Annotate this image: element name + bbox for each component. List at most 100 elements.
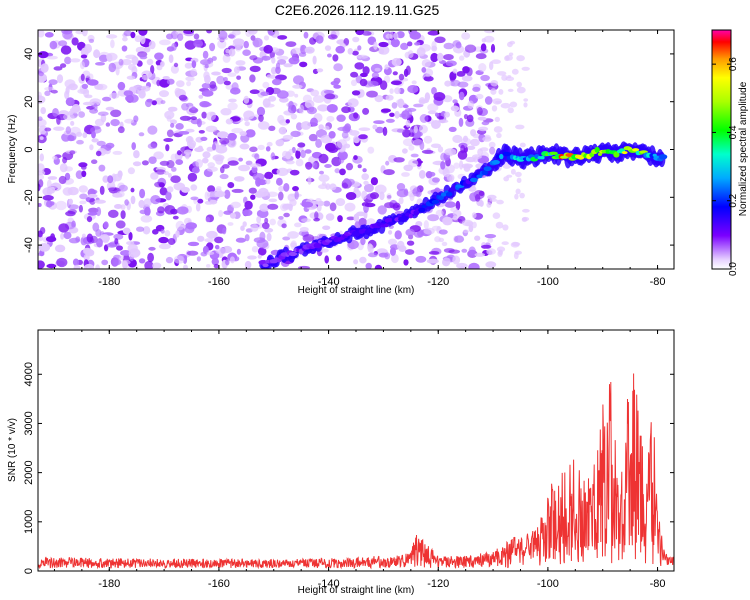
y-tick-label: -40 (23, 237, 35, 253)
noise-blob (106, 242, 118, 248)
noise-blob (191, 60, 197, 69)
noise-blob (186, 81, 192, 87)
noise-blob (456, 262, 468, 269)
noise-blob (392, 202, 401, 211)
noise-blob (295, 149, 301, 159)
noise-blob (360, 237, 366, 246)
noise-blob (38, 163, 45, 173)
noise-blob (468, 262, 480, 269)
noise-blob (65, 97, 75, 107)
noise-blob (159, 160, 170, 166)
noise-blob (200, 59, 211, 66)
noise-blob (360, 72, 368, 78)
noise-blob (257, 121, 270, 130)
noise-blob (304, 46, 315, 54)
noise-blob (46, 263, 57, 269)
noise-blob (39, 153, 44, 162)
noise-blob (220, 108, 232, 116)
noise-blob (64, 56, 72, 65)
noise-blob (496, 199, 504, 205)
noise-blob (225, 118, 233, 125)
noise-blob (192, 166, 200, 174)
noise-blob (64, 79, 76, 89)
colorbar-tick-label: 0.0 (728, 262, 739, 276)
noise-blob (244, 200, 253, 210)
x-tick-label: -80 (650, 578, 666, 590)
noise-blob (462, 66, 470, 74)
noise-blob (76, 131, 83, 137)
noise-blob (491, 105, 498, 112)
noise-blob (38, 260, 45, 269)
noise-blob (367, 146, 375, 154)
noise-blob (362, 66, 370, 75)
noise-blob (418, 99, 429, 104)
noise-blob (394, 230, 402, 240)
noise-blob (327, 34, 338, 40)
noise-blob (278, 126, 287, 135)
noise-blob (108, 209, 119, 218)
noise-blob (38, 252, 45, 257)
noise-blob (45, 236, 57, 243)
noise-blob (324, 45, 332, 51)
noise-blob (209, 81, 217, 89)
noise-blob (430, 143, 442, 149)
noise-blob (186, 250, 199, 256)
noise-blob (354, 62, 365, 70)
trace-core (288, 251, 298, 257)
noise-blob (244, 260, 252, 269)
noise-blob (138, 258, 146, 264)
snr-x-axis-label: Height of straight line (km) (298, 585, 415, 596)
noise-blob (205, 216, 211, 223)
noise-blob (259, 231, 266, 241)
noise-blob (314, 211, 319, 220)
noise-blob (86, 233, 94, 243)
noise-blob (71, 37, 79, 46)
noise-blob (154, 169, 166, 175)
noise-blob (79, 193, 88, 200)
noise-blob (170, 65, 179, 74)
noise-blob (176, 80, 185, 88)
noise-blob (212, 143, 216, 151)
noise-blob (317, 104, 329, 112)
noise-blob (477, 148, 483, 156)
noise-blob (225, 84, 234, 90)
noise-blob (393, 32, 399, 40)
noise-blob (38, 91, 42, 99)
noise-blob (131, 56, 139, 65)
noise-blob (209, 42, 216, 52)
noise-blob (233, 66, 240, 74)
noise-blob (427, 30, 440, 36)
noise-blob (184, 62, 193, 69)
noise-blob (90, 189, 98, 194)
noise-blob (244, 234, 250, 242)
noise-blob (423, 75, 434, 82)
noise-blob (190, 116, 197, 121)
noise-blob (405, 249, 415, 255)
noise-blob (277, 114, 285, 124)
noise-blob (222, 227, 227, 235)
noise-blob (44, 32, 54, 38)
noise-blob (183, 149, 192, 155)
noise-blob (290, 113, 298, 120)
noise-blob (138, 30, 148, 36)
noise-blob (486, 248, 496, 255)
noise-blob (120, 59, 132, 66)
noise-blob (318, 124, 325, 131)
noise-blob (159, 90, 169, 98)
noise-blob (166, 33, 174, 40)
noise-blob (516, 55, 525, 62)
noise-blob (486, 202, 492, 208)
noise-blob (201, 82, 211, 89)
noise-blob (267, 203, 279, 210)
noise-blob (452, 255, 461, 265)
noise-blob (160, 61, 165, 67)
noise-blob (506, 174, 513, 178)
noise-blob (427, 103, 439, 112)
spectrogram-y-axis-label: Frequency (Hz) (7, 115, 18, 184)
noise-blob (276, 55, 289, 61)
noise-blob (455, 200, 461, 211)
noise-blob (44, 86, 55, 91)
noise-blob (523, 102, 528, 108)
noise-blob (200, 136, 208, 141)
noise-blob (187, 172, 198, 182)
